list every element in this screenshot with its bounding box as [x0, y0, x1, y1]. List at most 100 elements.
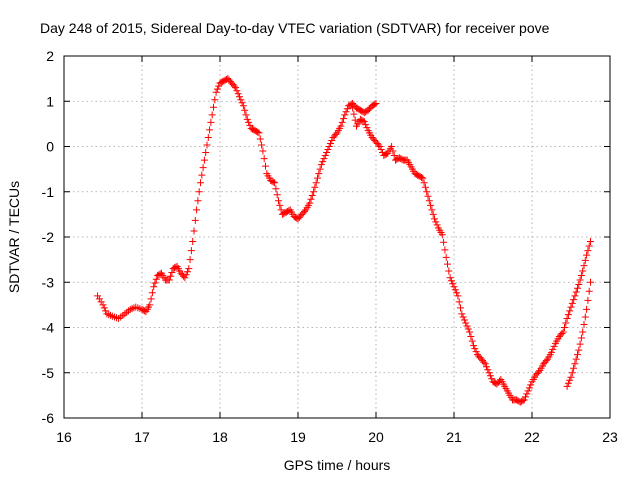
data-point-marker [184, 268, 191, 276]
data-point-marker [260, 155, 268, 163]
data-point-marker [433, 221, 441, 229]
y-tick-label: -2 [42, 229, 55, 245]
data-point-marker [427, 201, 435, 209]
data-point-marker [457, 304, 464, 312]
data-point-marker [236, 93, 243, 101]
data-point-marker [455, 298, 463, 306]
data-point-marker [123, 308, 131, 316]
data-point-marker [350, 110, 358, 118]
data-point-marker [152, 275, 160, 283]
axis-ticks: 16 17 18 19 20 21 22 23 -6 -5 -4 -3 -2 -1 0 1 2 [42, 48, 618, 445]
data-point-marker [562, 319, 570, 327]
data-point-marker [210, 103, 217, 111]
data-point-marker [341, 111, 349, 119]
grid-lines [64, 56, 610, 418]
data-point-marker [468, 337, 476, 345]
data-markers [94, 75, 594, 406]
data-point-marker [481, 360, 489, 368]
x-tick-label: 21 [446, 429, 462, 445]
data-point-marker [527, 381, 535, 389]
data-point-marker [340, 115, 347, 123]
data-point-marker [338, 118, 346, 126]
data-point-marker [359, 117, 367, 125]
data-point-marker [577, 334, 585, 342]
data-point-marker [146, 301, 154, 309]
data-point-marker [343, 105, 351, 113]
data-point-marker [576, 340, 584, 348]
data-point-marker [524, 387, 532, 395]
data-point-marker [238, 99, 246, 107]
data-point-marker [570, 296, 578, 304]
data-point-marker [564, 311, 572, 319]
data-point-marker [258, 141, 266, 149]
data-point-marker [232, 84, 240, 92]
series-2 [563, 278, 594, 390]
data-point-marker [255, 129, 263, 137]
data-point-marker [441, 246, 449, 254]
data-point-marker [259, 147, 267, 155]
data-point-marker [254, 128, 262, 136]
data-point-marker [486, 372, 494, 380]
data-point-marker [327, 139, 334, 147]
data-point-marker [190, 227, 198, 235]
data-point-marker [349, 104, 357, 112]
data-point-marker [428, 206, 436, 214]
data-point-marker [425, 197, 433, 205]
data-point-marker [575, 346, 583, 354]
data-point-marker [432, 218, 440, 226]
data-point-marker [124, 307, 132, 315]
y-tick-label: -1 [42, 184, 55, 200]
data-point-marker [566, 376, 574, 384]
data-point-marker [234, 90, 242, 98]
data-point-marker [576, 276, 584, 284]
data-point-marker [559, 328, 567, 336]
data-point-marker [103, 310, 111, 318]
data-point-marker [522, 393, 529, 401]
data-point-marker [306, 199, 314, 207]
data-point-marker [239, 102, 247, 110]
data-point-marker [451, 286, 459, 294]
data-point-marker [277, 206, 285, 214]
x-axis-label: GPS time / hours [284, 457, 391, 473]
data-point-marker [342, 108, 350, 116]
data-point-marker [449, 280, 457, 288]
data-point-marker [102, 307, 110, 315]
data-point-marker [272, 185, 280, 193]
data-point-marker [389, 147, 397, 155]
data-point-marker [580, 320, 588, 328]
data-point-marker [213, 85, 221, 93]
data-point-marker [460, 316, 468, 324]
data-point-marker [471, 345, 479, 353]
data-point-marker [321, 152, 329, 160]
series-0 [94, 75, 380, 322]
data-point-marker [94, 292, 102, 300]
data-point-marker [323, 149, 331, 157]
data-point-marker [581, 256, 589, 264]
data-point-marker [420, 179, 428, 187]
data-point-marker [377, 146, 385, 154]
data-point-marker [467, 333, 475, 341]
data-point-marker [525, 384, 533, 392]
data-point-marker [99, 301, 107, 309]
data-point-marker [483, 363, 490, 371]
data-point-marker [444, 260, 451, 268]
data-point-marker [243, 115, 251, 123]
data-point-marker [193, 206, 201, 214]
data-point-marker [438, 231, 446, 239]
data-point-marker [558, 330, 566, 338]
data-point-marker [484, 366, 492, 374]
data-point-marker [584, 247, 592, 255]
y-tick-label: 2 [46, 48, 54, 64]
data-point-marker [317, 161, 325, 169]
data-point-marker [423, 188, 431, 196]
data-point-marker [450, 283, 458, 291]
data-point-marker [488, 375, 496, 383]
data-point-marker [273, 191, 281, 199]
data-point-marker [485, 369, 493, 377]
data-point-marker [245, 118, 253, 126]
data-point-marker [182, 271, 190, 279]
data-point-marker [440, 238, 448, 246]
x-tick-label: 22 [524, 429, 540, 445]
data-point-marker [148, 289, 156, 297]
data-point-marker [424, 192, 432, 200]
